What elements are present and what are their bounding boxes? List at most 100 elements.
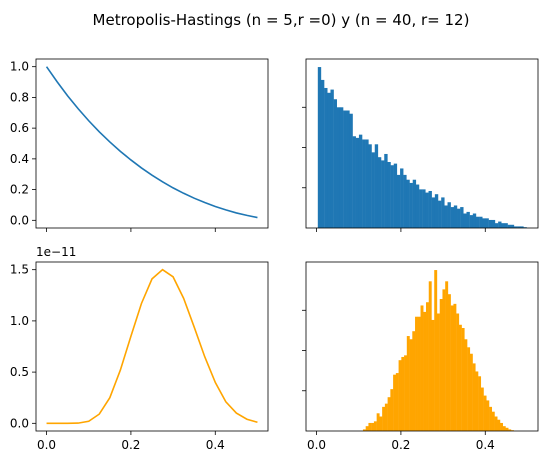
histogram-bar: [395, 373, 399, 431]
y-tick-label: 0.0: [10, 416, 29, 430]
panel-bottom-left-line: 0.0 0.2 0.4 0.0 0.5 1.0 1.5 1e−11: [10, 245, 269, 452]
histogram-bar: [453, 205, 458, 228]
x-tick-label: 0.2: [391, 438, 410, 452]
histogram-bar: [320, 79, 325, 228]
histogram-bar: [472, 363, 476, 431]
histogram-bar: [431, 197, 436, 228]
histogram-bar: [450, 207, 455, 228]
y-tick-label: 1.0: [10, 60, 29, 74]
histogram-bar: [398, 360, 402, 431]
histogram-bar: [415, 184, 420, 228]
axes-frame: [35, 261, 269, 432]
x-tick-label: 0.2: [121, 438, 140, 452]
histogram-bar: [327, 92, 331, 228]
histogram-bar: [513, 226, 518, 228]
histogram-bar: [507, 224, 511, 228]
histogram-bar: [362, 139, 366, 228]
histogram-bar: [371, 152, 375, 228]
histogram-bar: [412, 331, 416, 431]
histogram-bar: [504, 223, 508, 228]
x-tick-label: 0.4: [476, 438, 495, 452]
histogram-bar: [445, 281, 449, 431]
histogram-bar: [409, 339, 413, 431]
histogram-bar: [349, 113, 353, 228]
series-line: [46, 268, 258, 425]
histogram-bar: [472, 213, 477, 228]
histogram-bar: [431, 319, 435, 431]
histogram-bar: [494, 223, 499, 228]
histogram-bar: [444, 205, 448, 228]
axes-frame: [305, 261, 539, 432]
histogram-bar: [339, 107, 344, 228]
histogram-bar: [482, 218, 486, 228]
histogram-bar: [393, 374, 397, 431]
histogram-bar: [510, 224, 515, 228]
histogram-bar: [355, 137, 360, 228]
histogram-bar: [439, 299, 443, 431]
histogram-bar: [317, 67, 322, 228]
histogram-bar: [458, 324, 462, 431]
histogram-bar: [447, 202, 451, 228]
histogram-bar: [466, 211, 470, 228]
x-tick-label: 0.0: [37, 438, 56, 452]
histogram-bar: [379, 416, 383, 431]
panel-top-left-line: 0.0 0.2 0.4 0.6 0.8 1.0: [10, 58, 269, 232]
histogram-bar: [500, 422, 503, 431]
histogram-bar: [336, 107, 341, 228]
histogram-bar: [371, 422, 375, 431]
histogram-bar: [475, 216, 480, 228]
histogram-bar: [442, 289, 446, 431]
histogram-bar: [426, 302, 429, 431]
y-tick-label: 1.0: [10, 314, 29, 328]
histogram-bar: [406, 336, 410, 431]
histogram-bar: [436, 313, 440, 431]
histogram-bar: [365, 426, 369, 431]
histogram-bar: [486, 400, 490, 431]
y-tick-label: 0.8: [10, 90, 29, 104]
histogram-bar: [441, 197, 445, 228]
histogram-bar: [415, 316, 418, 431]
histogram-bar: [412, 179, 417, 228]
histogram-bar: [387, 162, 391, 228]
histogram-bar: [373, 421, 377, 431]
panel-bottom-right-hist: 0.0 0.2 0.4: [302, 261, 539, 452]
histogram-bar: [362, 429, 366, 431]
histogram-bar: [447, 294, 451, 431]
histogram-bar: [428, 281, 432, 431]
histogram-bar: [330, 89, 334, 228]
histogram-bar: [406, 179, 410, 228]
histogram-bar: [400, 168, 404, 228]
y-tick-label: 0.2: [10, 183, 29, 197]
histogram-bar: [390, 165, 394, 228]
histogram-bar: [422, 189, 426, 228]
histogram-bar: [393, 163, 398, 228]
histogram-bar: [520, 226, 524, 228]
histogram-bar: [377, 157, 382, 228]
histogram-bar: [376, 413, 380, 431]
histogram-bar: [374, 144, 379, 228]
histogram-bar: [333, 99, 337, 229]
histogram-bar: [501, 223, 505, 228]
histogram-bar: [450, 305, 454, 431]
histogram-bar: [420, 305, 424, 431]
histogram-bar: [401, 356, 405, 431]
histogram-bar: [384, 403, 388, 431]
histogram-bar: [396, 174, 401, 228]
histogram-bar: [456, 313, 460, 431]
histogram-bar: [365, 139, 369, 228]
histogram-bar: [390, 389, 394, 431]
histogram-bar: [434, 270, 438, 431]
histogram-bar: [384, 153, 388, 228]
histogram-bar: [502, 426, 506, 431]
y-tick-label: 0.4: [10, 152, 29, 166]
histogram-bar: [425, 192, 429, 228]
histogram-bar: [457, 208, 461, 228]
histogram-bar: [409, 182, 413, 228]
histogram-bar: [463, 213, 467, 228]
x-tick-label: 0.4: [206, 438, 225, 452]
y-offset-label: 1e−11: [36, 245, 76, 259]
series-line: [45, 66, 258, 219]
histogram-bar: [505, 427, 509, 431]
histogram-bar: [467, 347, 471, 431]
